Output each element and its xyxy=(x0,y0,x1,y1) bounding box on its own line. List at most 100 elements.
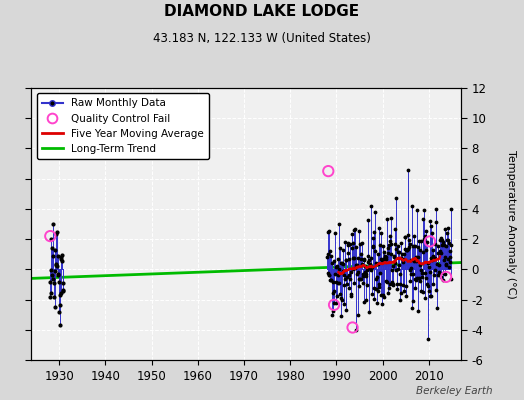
Point xyxy=(436,274,445,280)
Point xyxy=(56,322,64,328)
Point xyxy=(397,240,405,246)
Point xyxy=(382,256,390,262)
Point xyxy=(383,278,391,285)
Point xyxy=(369,244,377,251)
Point xyxy=(374,250,383,257)
Point xyxy=(436,248,444,255)
Point xyxy=(416,246,424,253)
Point xyxy=(377,256,385,263)
Point xyxy=(414,308,422,314)
Point xyxy=(400,251,408,258)
Point xyxy=(352,327,360,334)
Point xyxy=(348,324,357,331)
Point xyxy=(424,264,433,270)
Point xyxy=(364,258,373,265)
Point xyxy=(436,236,444,243)
Point xyxy=(357,261,366,267)
Point xyxy=(51,261,60,268)
Point xyxy=(425,292,434,299)
Point xyxy=(428,257,436,264)
Point xyxy=(366,261,375,268)
Point xyxy=(361,269,369,275)
Point xyxy=(324,272,333,278)
Point xyxy=(398,281,407,288)
Point xyxy=(343,274,351,280)
Point xyxy=(48,272,56,278)
Point xyxy=(413,207,421,213)
Point xyxy=(428,230,436,236)
Point xyxy=(330,258,338,264)
Point xyxy=(439,277,447,283)
Point xyxy=(328,312,336,318)
Point xyxy=(52,260,61,267)
Point xyxy=(350,280,358,286)
Point xyxy=(377,230,386,236)
Point xyxy=(46,294,54,300)
Point xyxy=(363,253,372,260)
Point xyxy=(406,267,414,274)
Point xyxy=(356,241,364,248)
Point xyxy=(323,270,332,276)
Point xyxy=(407,257,416,264)
Point xyxy=(365,256,373,263)
Point xyxy=(440,242,448,248)
Point xyxy=(368,291,376,297)
Point xyxy=(344,242,353,248)
Point xyxy=(370,296,379,302)
Point xyxy=(416,278,424,284)
Point xyxy=(417,266,425,273)
Point xyxy=(447,205,456,212)
Point xyxy=(351,265,359,271)
Point xyxy=(385,233,394,240)
Point xyxy=(432,287,440,294)
Point xyxy=(324,250,332,257)
Point xyxy=(427,223,435,229)
Point xyxy=(342,256,350,263)
Point xyxy=(331,264,340,270)
Point xyxy=(59,280,67,286)
Point xyxy=(375,224,383,231)
Point xyxy=(56,301,64,308)
Point xyxy=(357,251,366,257)
Point xyxy=(385,285,393,291)
Point xyxy=(389,280,397,287)
Point xyxy=(402,282,410,289)
Point xyxy=(441,226,449,232)
Point xyxy=(384,250,392,256)
Point xyxy=(52,231,60,237)
Point xyxy=(48,253,57,260)
Point xyxy=(434,262,443,268)
Point xyxy=(430,272,438,278)
Point xyxy=(335,266,344,272)
Point xyxy=(337,260,345,266)
Point xyxy=(421,228,430,234)
Point xyxy=(347,291,355,297)
Point xyxy=(433,304,441,311)
Point xyxy=(378,255,387,262)
Legend: Raw Monthly Data, Quality Control Fail, Five Year Moving Average, Long-Term Tren: Raw Monthly Data, Quality Control Fail, … xyxy=(37,93,209,159)
Point xyxy=(361,257,369,263)
Point xyxy=(391,260,399,267)
Point xyxy=(389,262,398,269)
Point xyxy=(447,276,455,282)
Point xyxy=(390,254,398,260)
Point xyxy=(427,292,435,299)
Point xyxy=(445,248,454,255)
Point xyxy=(391,226,399,232)
Point xyxy=(339,268,347,274)
Point xyxy=(383,216,391,222)
Point xyxy=(434,272,443,278)
Point xyxy=(337,297,346,304)
Point xyxy=(411,242,420,249)
Point xyxy=(414,254,422,260)
Point xyxy=(425,238,434,244)
Point xyxy=(59,287,68,293)
Point xyxy=(336,291,344,297)
Point xyxy=(379,292,388,298)
Point xyxy=(353,312,362,318)
Point xyxy=(413,274,421,281)
Point xyxy=(46,233,54,239)
Point xyxy=(48,244,57,251)
Point xyxy=(368,235,377,241)
Point xyxy=(435,271,444,278)
